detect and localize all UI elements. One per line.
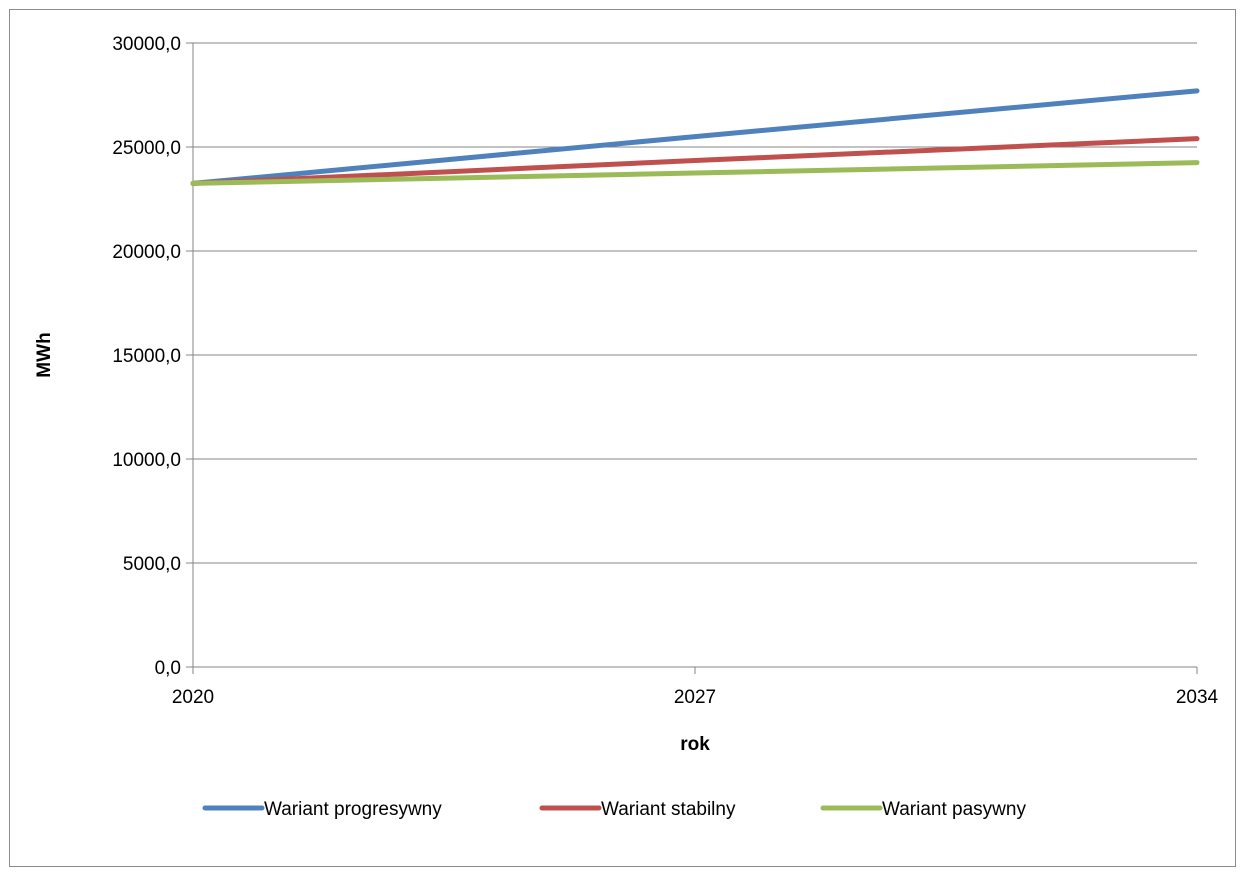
series-line-1 (190, 88, 1200, 186)
x-axis-tick-labels: 2020 2027 2034 (172, 687, 1219, 708)
y-tick-label: 20000,0 (112, 242, 181, 263)
series-lines (190, 88, 1200, 186)
axes (192, 43, 1198, 674)
gridlines (186, 42, 1197, 668)
chart-frame (9, 9, 1236, 867)
y-tick-label: 15000,0 (112, 346, 181, 367)
y-axis-title: MWh (34, 332, 55, 377)
y-tick-label: 5000,0 (123, 554, 181, 575)
legend-label-3: Wariant pasywny (882, 799, 1026, 820)
y-tick-label: 10000,0 (112, 450, 181, 471)
y-tick-label: 30000,0 (112, 34, 181, 55)
legend: Wariant progresywny Wariant stabilny Waria… (202, 799, 1026, 820)
series-line-2 (190, 136, 1200, 186)
x-tick-label: 2020 (172, 687, 214, 708)
x-tick-label: 2027 (674, 687, 716, 708)
series-line-3 (190, 160, 1200, 186)
legend-label-1: Wariant progresywny (264, 799, 442, 820)
y-axis-tick-labels: 0,0 5000,0 10000,0 15000,0 20000,0 25000,0 300… (112, 34, 181, 679)
x-axis-title: rok (680, 734, 710, 755)
y-tick-label: 25000,0 (112, 138, 181, 159)
legend-label-2: Wariant stabilny (601, 799, 736, 820)
x-tick-label: 2034 (1176, 687, 1219, 708)
y-tick-label: 0,0 (155, 658, 181, 679)
